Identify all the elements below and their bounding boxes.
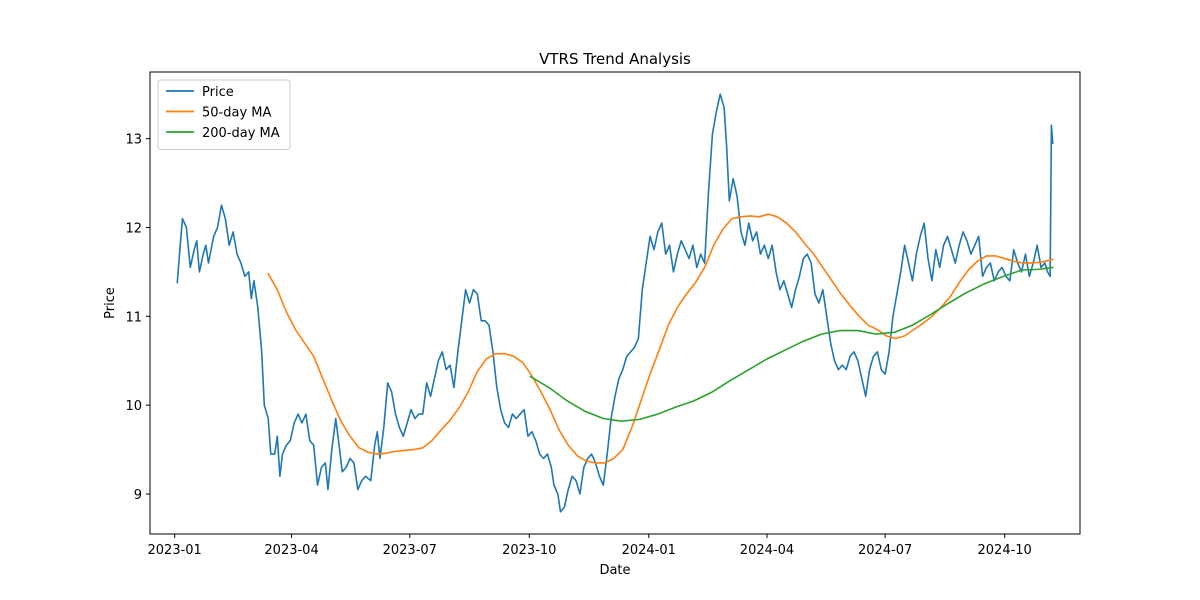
x-tick-label-6: 2024-07 xyxy=(858,543,912,558)
x-tick-label-5: 2024-04 xyxy=(740,543,794,558)
y-tick-label-4: 13 xyxy=(125,133,142,148)
x-axis: 2023-01 2023-04 2023-07 2023-10 2024-01 2024-… xyxy=(148,534,1032,558)
y-tick-label-2: 11 xyxy=(125,310,142,325)
x-tick-label-0: 2023-01 xyxy=(148,543,202,558)
y-tick-label-0: 9 xyxy=(134,488,142,503)
series-line-2 xyxy=(529,266,1054,422)
legend-label-2: 200-day MA xyxy=(202,126,280,141)
y-axis: 9 10 11 12 13 xyxy=(125,133,150,503)
series-line-1 xyxy=(267,213,1054,464)
x-tick-label-1: 2023-04 xyxy=(264,543,318,558)
legend-label-0: Price xyxy=(202,85,234,100)
x-tick-label-7: 2024-10 xyxy=(978,543,1032,558)
legend: Price 50-day MA 200-day MA xyxy=(157,79,291,150)
y-tick-label-1: 10 xyxy=(125,399,142,414)
plot-frame xyxy=(149,71,1081,535)
series-line-0 xyxy=(176,93,1054,513)
series-layer xyxy=(176,93,1054,513)
legend-label-1: 50-day MA xyxy=(202,106,271,121)
x-tick-label-4: 2024-01 xyxy=(622,543,676,558)
x-tick-label-2: 2023-07 xyxy=(383,543,437,558)
y-tick-label-3: 12 xyxy=(125,221,142,236)
x-tick-label-3: 2023-10 xyxy=(502,543,556,558)
chart-title: VTRS Trend Analysis xyxy=(539,50,691,68)
x-axis-label: Date xyxy=(599,563,630,578)
y-axis-label: Price xyxy=(103,287,118,319)
